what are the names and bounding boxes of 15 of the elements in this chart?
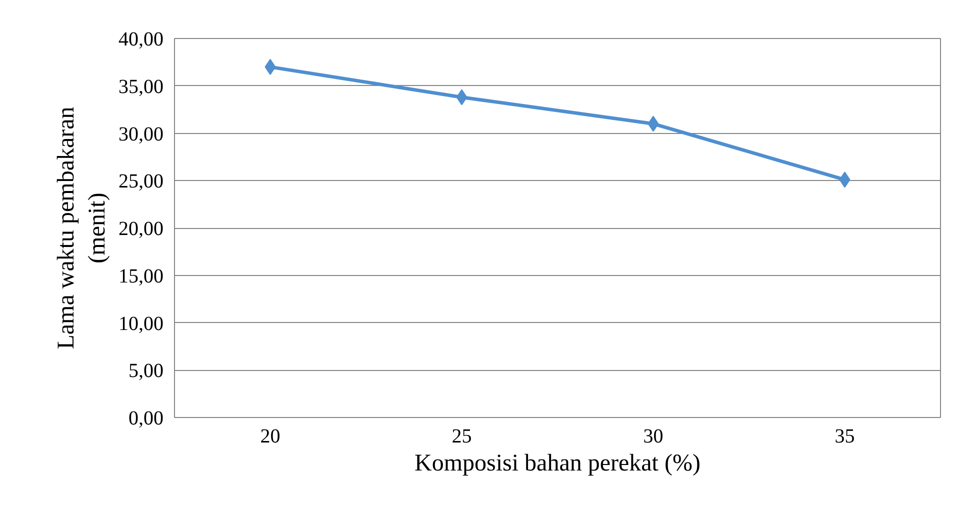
x-axis-title: Komposisi bahan perekat (%): [414, 450, 700, 476]
y-tick-label: 15,00: [118, 265, 164, 288]
y-axis-title: Lama waktu pembakaran (menit): [53, 106, 110, 350]
x-tick-label: 20: [260, 426, 280, 448]
x-tick-label: 30: [643, 426, 664, 448]
x-tick-label: 35: [834, 426, 855, 448]
y-tick-label: 30,00: [118, 123, 164, 146]
x-tick-label: 25: [452, 426, 472, 448]
y-tick-label: 20,00: [118, 218, 164, 240]
y-tick-label: 10,00: [118, 312, 164, 335]
y-tick-label: 25,00: [118, 170, 164, 193]
y-tick-label: 0,00: [128, 408, 164, 430]
y-tick-label: 35,00: [118, 76, 164, 98]
y-tick-label: 40,00: [118, 28, 164, 50]
y-tick-label: 5,00: [128, 360, 164, 382]
